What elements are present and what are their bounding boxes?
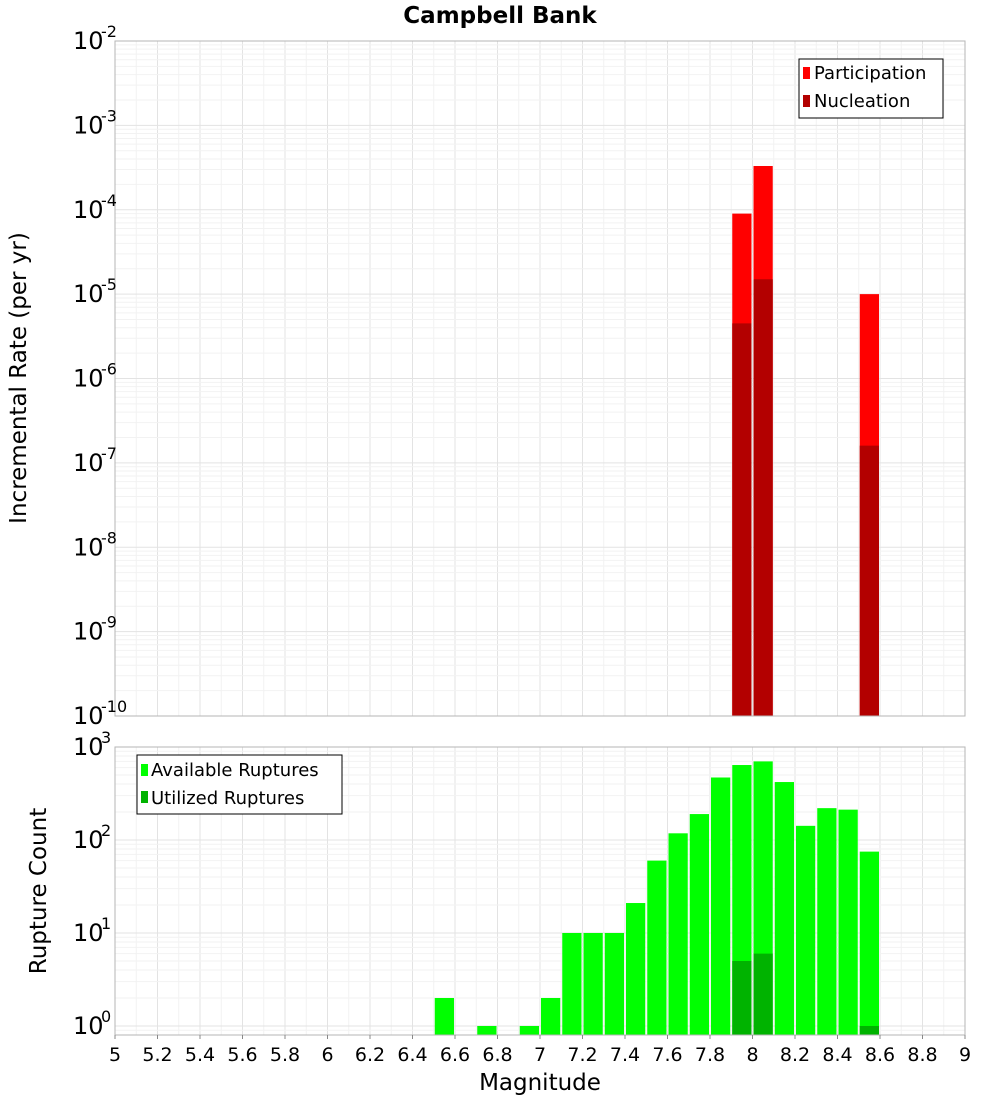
y-tick-exponent: -10: [101, 697, 127, 716]
y-tick-exponent: -2: [101, 22, 117, 41]
x-tick-label: 5.6: [227, 1044, 257, 1066]
legend-swatch-participation: [803, 67, 810, 79]
y-tick-exponent: -7: [101, 444, 117, 463]
y-tick-label: 10: [73, 111, 104, 139]
chart-title: Campbell Bank: [403, 3, 597, 29]
legend-label-utilized-ruptures: Utilized Ruptures: [151, 788, 304, 809]
x-tick-label: 8.6: [865, 1044, 895, 1066]
x-tick-label: 5.2: [142, 1044, 172, 1066]
available-ruptures-bar: [583, 932, 603, 1035]
available-ruptures-bar: [859, 851, 879, 1035]
utilized-ruptures-bar: [859, 1025, 879, 1035]
y-tick-label: 10: [73, 280, 104, 308]
y-tick-label: 10: [73, 1012, 104, 1040]
x-tick-label: 5: [109, 1044, 121, 1066]
y-tick-exponent: -6: [101, 360, 117, 379]
y-tick-label: 10: [73, 826, 104, 854]
y-tick-label: 10: [73, 919, 104, 947]
legend-swatch-nucleation: [803, 95, 810, 107]
y-tick-exponent: 3: [101, 728, 111, 747]
available-ruptures-bar: [477, 1025, 497, 1035]
x-tick-label: 7: [534, 1044, 546, 1066]
x-tick-label: 6.4: [397, 1044, 427, 1066]
available-ruptures-bar: [562, 932, 582, 1035]
x-tick-label: 7.2: [567, 1044, 597, 1066]
nucleation-bar: [753, 279, 773, 716]
rate-panel-legend-box: [798, 58, 944, 119]
rupture-count-panel-bars: [434, 761, 879, 1035]
rupture-count-panel-legend-box: [136, 754, 343, 815]
y-tick-label: 10: [73, 618, 104, 646]
available-ruptures-bar: [519, 1025, 539, 1035]
rate-panel-bars: [732, 166, 879, 717]
y-tick-label: 10: [73, 533, 104, 561]
y-tick-label: 10: [73, 702, 104, 730]
y-tick-exponent: 2: [101, 821, 111, 840]
available-ruptures-bar: [647, 860, 667, 1035]
y-tick-label: 10: [73, 365, 104, 393]
x-tick-label: 5.8: [270, 1044, 300, 1066]
y-tick-exponent: 0: [101, 1007, 111, 1026]
available-ruptures-bar: [817, 808, 837, 1035]
legend-swatch-available-ruptures: [141, 764, 148, 776]
y-tick-label: 10: [73, 27, 104, 55]
x-tick-label: 8.8: [907, 1044, 937, 1066]
utilized-ruptures-bar: [753, 953, 773, 1035]
x-tick-label: 7.6: [652, 1044, 682, 1066]
rupture-count-panel-y-label: Rupture Count: [26, 808, 52, 974]
x-tick-label: 6.2: [355, 1044, 385, 1066]
x-tick-label: 5.4: [185, 1044, 215, 1066]
available-ruptures-bar: [796, 825, 816, 1035]
x-tick-label: 6.6: [440, 1044, 470, 1066]
legend-label-participation: Participation: [814, 63, 926, 84]
available-ruptures-bar: [689, 814, 709, 1035]
x-axis-label: Magnitude: [479, 1070, 601, 1096]
rate-panel-legend: Participation Nucleation: [798, 58, 944, 119]
y-tick-exponent: -8: [101, 528, 117, 547]
rate-panel-y-label: Incremental Rate (per yr): [6, 232, 32, 524]
nucleation-bar: [859, 445, 879, 716]
available-ruptures-bar: [434, 997, 454, 1035]
x-tick-label: 7.8: [695, 1044, 725, 1066]
x-axis-ticks: 5 5.2 5.4 5.6 5.8 6 6.2 6.4 6.6 6.8 7 7.2 7.4 7.6 7.8 8…: [109, 1035, 971, 1066]
x-tick-label: 6.8: [482, 1044, 512, 1066]
x-tick-label: 6: [321, 1044, 333, 1066]
nucleation-bar: [732, 323, 752, 716]
x-tick-label: 9: [959, 1044, 971, 1066]
rate-panel-frame: [114, 40, 966, 717]
y-tick-label: 10: [73, 733, 104, 761]
y-tick-exponent: -9: [101, 613, 117, 632]
available-ruptures-bar: [711, 777, 731, 1035]
x-tick-label: 8: [746, 1044, 758, 1066]
legend-swatch-utilized-ruptures: [141, 791, 148, 803]
available-ruptures-bar: [626, 903, 646, 1035]
legend-label-available-ruptures: Available Ruptures: [151, 760, 319, 781]
available-ruptures-bar: [604, 932, 624, 1035]
legend-label-nucleation: Nucleation: [814, 91, 910, 112]
x-tick-label: 8.2: [780, 1044, 810, 1066]
available-ruptures-bar: [838, 809, 858, 1035]
rate-panel-grid: [114, 40, 966, 717]
y-tick-exponent: -3: [101, 106, 117, 125]
y-tick-exponent: -4: [101, 191, 117, 210]
x-tick-label: 7.4: [610, 1044, 640, 1066]
y-tick-label: 10: [73, 196, 104, 224]
available-ruptures-bar: [668, 833, 688, 1035]
available-ruptures-bar: [541, 997, 561, 1035]
x-tick-label: 8.4: [822, 1044, 852, 1066]
utilized-ruptures-bar: [732, 960, 752, 1035]
available-ruptures-bar: [774, 782, 794, 1035]
y-tick-exponent: 1: [101, 914, 111, 933]
y-tick-exponent: -5: [101, 275, 117, 294]
rupture-count-panel-legend: Available Ruptures Utilized Ruptures: [136, 754, 343, 815]
y-tick-label: 10: [73, 449, 104, 477]
